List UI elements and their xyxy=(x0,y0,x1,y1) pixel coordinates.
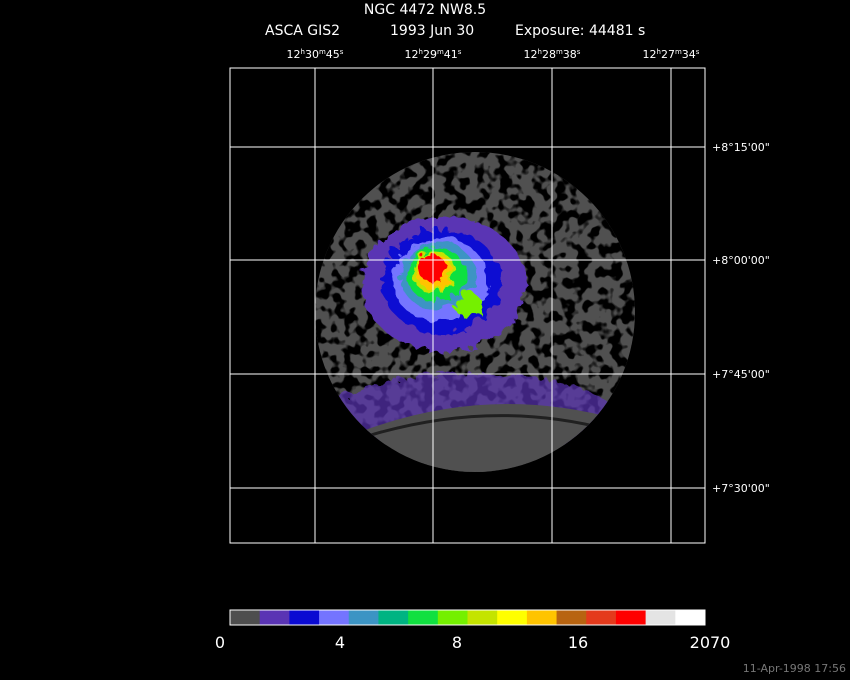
ra-label: 12h28m38s xyxy=(524,48,581,61)
colorbar-label: 0 xyxy=(215,633,225,652)
date: 1993 Jun 30 xyxy=(390,23,474,39)
colorbar-swatch xyxy=(348,610,379,625)
ra-value: 12 xyxy=(643,48,657,61)
dec-label: +7°45'00" xyxy=(712,368,770,381)
ra-value: 41 xyxy=(444,48,458,61)
colorbar: 0 4 8 16 2070 xyxy=(215,609,731,652)
ra-unit: s xyxy=(577,48,581,56)
colorbar-label: 4 xyxy=(335,633,345,652)
colorbar-swatch xyxy=(289,610,320,625)
instrument: ASCA GIS2 xyxy=(265,23,340,39)
colorbar-swatch xyxy=(526,610,558,625)
colorbar-swatch xyxy=(675,610,706,625)
colorbar-label: 8 xyxy=(452,633,462,652)
timestamp: 11-Apr-1998 17:56 xyxy=(743,662,846,675)
dec-label: +7°30'00" xyxy=(712,482,770,495)
ra-value: 29 xyxy=(423,48,437,61)
ra-value: 45 xyxy=(326,48,340,61)
ra-unit: m xyxy=(319,48,326,56)
colorbar-swatch xyxy=(467,610,498,625)
colorbar-swatch xyxy=(230,610,261,625)
ra-label: 12h30m45s xyxy=(287,48,344,61)
colorbar-swatch xyxy=(645,610,676,625)
ra-unit: m xyxy=(437,48,444,56)
coordinate-grid xyxy=(230,68,705,543)
dec-label: +8°15'00" xyxy=(712,141,770,154)
ra-value: 12 xyxy=(287,48,301,61)
colorbar-swatch xyxy=(586,610,617,625)
ra-value: 34 xyxy=(682,48,696,61)
colorbar-swatch xyxy=(615,610,647,625)
title: NGC 4472 NW8.5 xyxy=(364,2,486,18)
ra-value: 30 xyxy=(305,48,319,61)
colorbar-label: 2070 xyxy=(690,633,731,652)
ra-label: 12h27m34s xyxy=(643,48,700,61)
dec-label: +8°00'00" xyxy=(712,254,770,267)
exposure: Exposure: 44481 s xyxy=(515,23,645,39)
colorbar-label: 16 xyxy=(568,633,588,652)
colorbar-frame xyxy=(229,609,706,626)
ra-unit: h xyxy=(419,48,423,56)
ra-unit: h xyxy=(657,48,661,56)
ra-unit: h xyxy=(301,48,305,56)
ra-value: 27 xyxy=(661,48,675,61)
dec-labels: +8°15'00" +8°00'00" +7°45'00" +7°30'00" xyxy=(712,141,770,495)
colorbar-swatch xyxy=(259,610,290,625)
ra-label: 12h29m41s xyxy=(405,48,462,61)
ra-labels: 12h30m45s 12h29m41s 12h28m38s 12h27m34s xyxy=(287,48,700,61)
ra-unit: m xyxy=(675,48,682,56)
ra-unit: h xyxy=(538,48,542,56)
colorbar-swatch xyxy=(437,610,468,625)
ra-unit: s xyxy=(340,48,344,56)
ra-value: 12 xyxy=(405,48,419,61)
colorbar-swatch xyxy=(408,610,439,625)
ra-value: 28 xyxy=(542,48,556,61)
ra-value: 38 xyxy=(563,48,577,61)
ra-unit: s xyxy=(696,48,700,56)
colorbar-swatch xyxy=(556,610,587,625)
image xyxy=(229,67,706,544)
colorbar-swatch xyxy=(378,610,409,625)
ra-value: 12 xyxy=(524,48,538,61)
detector xyxy=(315,152,635,472)
colorbar-swatch xyxy=(497,610,528,625)
ra-unit: s xyxy=(458,48,462,56)
colorbar-swatch xyxy=(319,610,350,625)
ra-unit: m xyxy=(556,48,563,56)
